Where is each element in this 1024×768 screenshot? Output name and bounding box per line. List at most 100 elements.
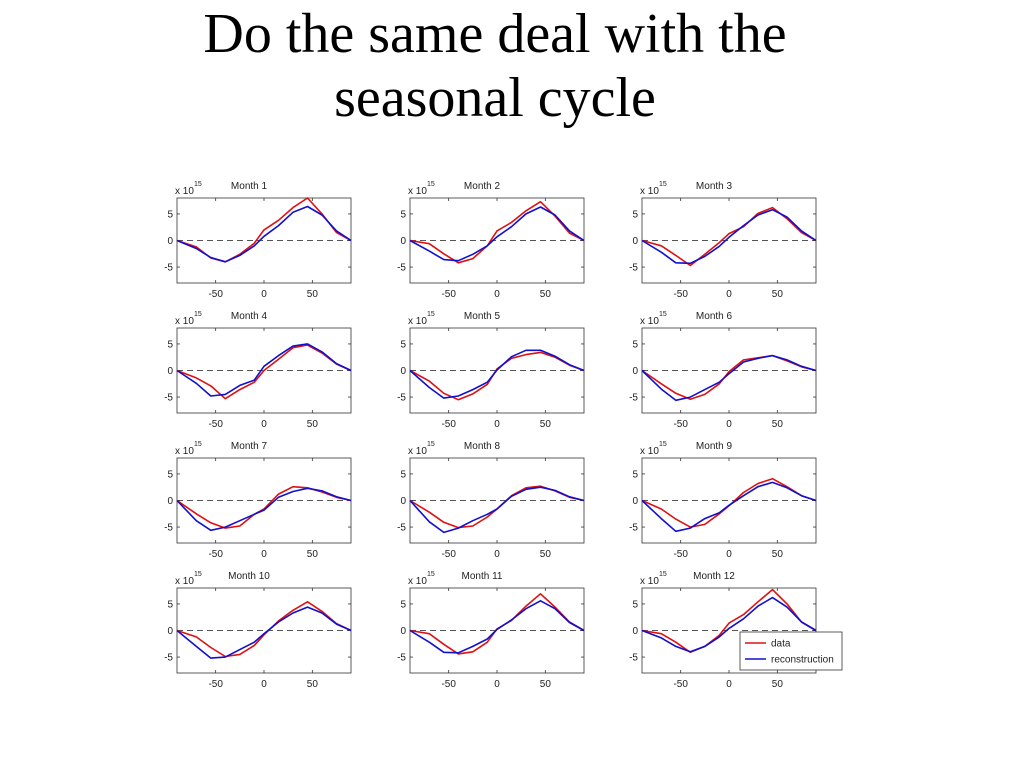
y-tick-label: 5 [167, 599, 173, 610]
y-tick-label: -5 [629, 523, 638, 534]
subplot-title: Month 11 [462, 571, 503, 582]
y-tick-label: 0 [167, 626, 173, 637]
slide-title-line-1: Do the same deal with the [203, 3, 787, 65]
x-tick-label: -50 [673, 679, 688, 690]
series-line-reconstruction [176, 606, 352, 659]
y-tick-label: -5 [397, 393, 406, 404]
axes-box [176, 457, 352, 544]
x-tick-label: -50 [208, 549, 223, 560]
y-exponent-power: 15 [659, 441, 667, 448]
y-tick-label: 0 [400, 626, 406, 637]
legend-box [739, 631, 843, 671]
subplot-title: Month 10 [228, 571, 270, 582]
axes-box [176, 197, 352, 284]
y-tick-label: -5 [164, 393, 173, 404]
y-exponent-label: x 10 [640, 446, 659, 457]
y-tick-label: -5 [164, 653, 173, 664]
x-tick-label: 50 [772, 549, 784, 560]
y-tick-label: 0 [167, 496, 173, 507]
series-line-reconstruction [409, 349, 585, 399]
subplot-title: Month 5 [464, 311, 501, 322]
slide-title: Do the same deal with the seasonal cycle [0, 2, 990, 130]
axes-box [641, 327, 817, 414]
series-line-reconstruction [641, 354, 817, 402]
subplot-title: Month 1 [231, 181, 268, 192]
series-line-data [641, 354, 817, 400]
y-exponent-label: x 10 [408, 316, 427, 327]
x-tick-label: 0 [494, 679, 500, 690]
x-tick-label: 50 [307, 289, 319, 300]
x-tick-label: -50 [208, 289, 223, 300]
x-tick-label: 0 [261, 289, 267, 300]
y-tick-label: 0 [400, 366, 406, 377]
x-tick-label: -50 [208, 419, 223, 430]
subplot-title: Month 8 [464, 441, 501, 452]
x-tick-label: 50 [307, 679, 319, 690]
series-line-reconstruction [176, 205, 352, 263]
y-exponent-label: x 10 [640, 186, 659, 197]
y-tick-label: 5 [400, 209, 406, 220]
series-line-data [176, 344, 352, 400]
series-line-reconstruction [641, 596, 817, 653]
x-tick-label: 0 [726, 549, 732, 560]
y-exponent-power: 15 [194, 181, 202, 188]
y-exponent-label: x 10 [175, 446, 194, 457]
x-tick-label: 50 [307, 419, 319, 430]
x-tick-label: -50 [441, 679, 456, 690]
x-tick-label: 0 [261, 679, 267, 690]
y-exponent-label: x 10 [640, 576, 659, 587]
axes-box [176, 587, 352, 674]
subplot-title: Month 7 [231, 441, 268, 452]
y-tick-label: -5 [397, 653, 406, 664]
series-line-reconstruction [409, 206, 585, 262]
series-line-data [176, 601, 352, 658]
y-tick-label: 0 [167, 236, 173, 247]
x-tick-label: -50 [441, 419, 456, 430]
y-tick-label: 5 [632, 339, 638, 350]
x-tick-label: -50 [673, 549, 688, 560]
x-tick-label: -50 [208, 679, 223, 690]
subplot-title: Month 4 [231, 311, 268, 322]
y-tick-label: 5 [167, 339, 173, 350]
x-tick-label: 0 [494, 549, 500, 560]
y-exponent-label: x 10 [175, 316, 194, 327]
x-tick-label: 50 [307, 549, 319, 560]
y-tick-label: 5 [632, 469, 638, 480]
y-exponent-power: 15 [659, 311, 667, 318]
y-tick-label: 0 [632, 626, 638, 637]
y-tick-label: 0 [400, 496, 406, 507]
x-tick-label: 50 [772, 419, 784, 430]
y-tick-label: -5 [629, 263, 638, 274]
series-line-reconstruction [409, 600, 585, 654]
x-tick-label: 50 [772, 289, 784, 300]
subplot-title: Month 6 [696, 311, 733, 322]
y-tick-label: -5 [629, 393, 638, 404]
subplot-title: Month 2 [464, 181, 501, 192]
y-exponent-power: 15 [659, 181, 667, 188]
axes-box [409, 457, 585, 544]
x-tick-label: 0 [726, 679, 732, 690]
x-tick-label: 50 [540, 289, 552, 300]
series-line-reconstruction [409, 486, 585, 534]
subplot-title: Month 9 [696, 441, 733, 452]
series-line-data [641, 588, 817, 654]
y-exponent-label: x 10 [408, 576, 427, 587]
x-tick-label: 50 [540, 549, 552, 560]
y-exponent-power: 15 [427, 571, 435, 578]
axes-box [409, 197, 585, 284]
x-tick-label: 50 [540, 419, 552, 430]
y-exponent-power: 15 [427, 311, 435, 318]
y-tick-label: 5 [632, 209, 638, 220]
series-line-reconstruction [176, 343, 352, 397]
x-tick-label: 0 [726, 419, 732, 430]
y-tick-label: 0 [632, 236, 638, 247]
